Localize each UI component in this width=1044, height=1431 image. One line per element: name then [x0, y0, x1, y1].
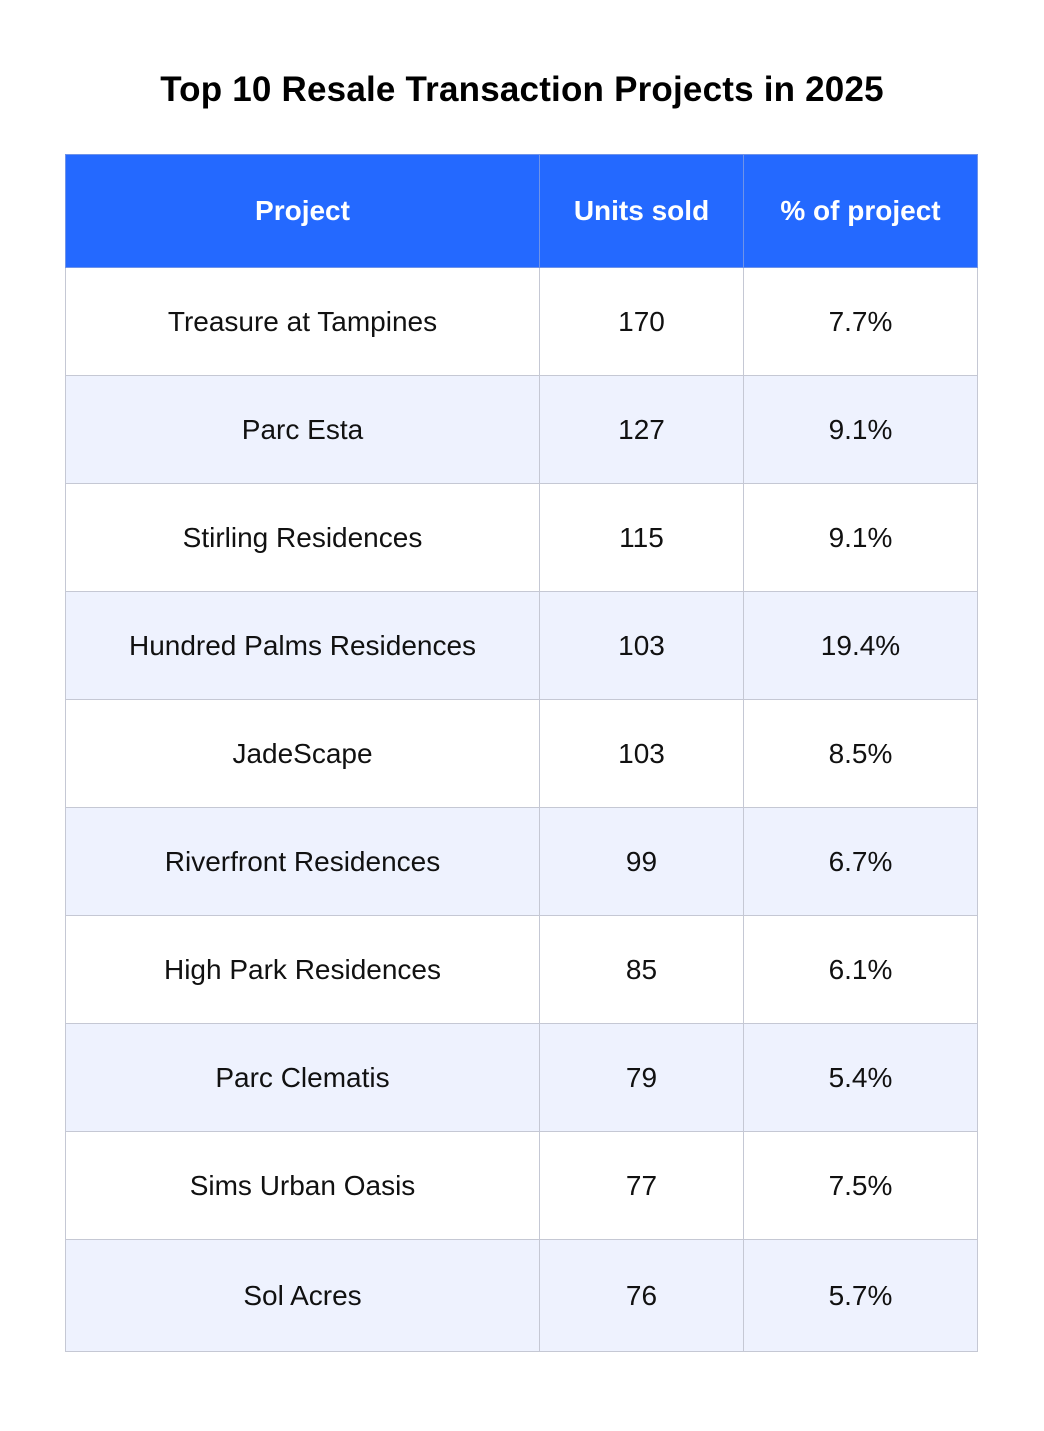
units-sold-cell: 103 — [539, 699, 744, 808]
table-row: High Park Residences 85 6.1% — [65, 915, 978, 1024]
pct-of-project-cell: 8.5% — [743, 699, 978, 808]
table-row: Sims Urban Oasis 77 7.5% — [65, 1131, 978, 1240]
units-sold-cell: 79 — [539, 1023, 744, 1132]
project-cell: Sims Urban Oasis — [65, 1131, 540, 1240]
table-header: Project Units sold % of project — [65, 154, 978, 268]
table-row: Parc Esta 127 9.1% — [65, 375, 978, 484]
units-sold-cell: 127 — [539, 375, 744, 484]
pct-of-project-cell: 7.7% — [743, 267, 978, 376]
pct-of-project-cell: 9.1% — [743, 375, 978, 484]
table-row: Hundred Palms Residences 103 19.4% — [65, 591, 978, 700]
pct-of-project-cell: 19.4% — [743, 591, 978, 700]
project-cell: Parc Esta — [65, 375, 540, 484]
table-body: Treasure at Tampines 170 7.7% Parc Esta 127 9… — [65, 267, 978, 1352]
column-header-units-sold: Units sold — [539, 154, 744, 268]
table-row: Riverfront Residences 99 6.7% — [65, 807, 978, 916]
table-row: JadeScape 103 8.5% — [65, 699, 978, 808]
project-cell: Hundred Palms Residences — [65, 591, 540, 700]
units-sold-cell: 115 — [539, 483, 744, 592]
pct-of-project-cell: 5.4% — [743, 1023, 978, 1132]
project-cell: Riverfront Residences — [65, 807, 540, 916]
column-header-project: Project — [65, 154, 540, 268]
project-cell: Parc Clematis — [65, 1023, 540, 1132]
project-cell: Treasure at Tampines — [65, 267, 540, 376]
pct-of-project-cell: 5.7% — [743, 1239, 978, 1352]
pct-of-project-cell: 7.5% — [743, 1131, 978, 1240]
project-cell: JadeScape — [65, 699, 540, 808]
units-sold-cell: 103 — [539, 591, 744, 700]
table-row: Stirling Residences 115 9.1% — [65, 483, 978, 592]
units-sold-cell: 77 — [539, 1131, 744, 1240]
pct-of-project-cell: 6.1% — [743, 915, 978, 1024]
page-title: Top 10 Resale Transaction Projects in 20… — [160, 70, 884, 109]
table-row: Sol Acres 76 5.7% — [65, 1239, 978, 1352]
units-sold-cell: 170 — [539, 267, 744, 376]
project-cell: Stirling Residences — [65, 483, 540, 592]
table-row: Treasure at Tampines 170 7.7% — [65, 267, 978, 376]
project-cell: High Park Residences — [65, 915, 540, 1024]
project-cell: Sol Acres — [65, 1239, 540, 1352]
column-header-pct-of-project: % of project — [743, 154, 978, 268]
units-sold-cell: 76 — [539, 1239, 744, 1352]
pct-of-project-cell: 9.1% — [743, 483, 978, 592]
units-sold-cell: 99 — [539, 807, 744, 916]
resale-transactions-table: Project Units sold % of project Treasure… — [65, 154, 978, 1352]
header-row: Project Units sold % of project — [65, 154, 978, 268]
pct-of-project-cell: 6.7% — [743, 807, 978, 916]
table-row: Parc Clematis 79 5.4% — [65, 1023, 978, 1132]
units-sold-cell: 85 — [539, 915, 744, 1024]
